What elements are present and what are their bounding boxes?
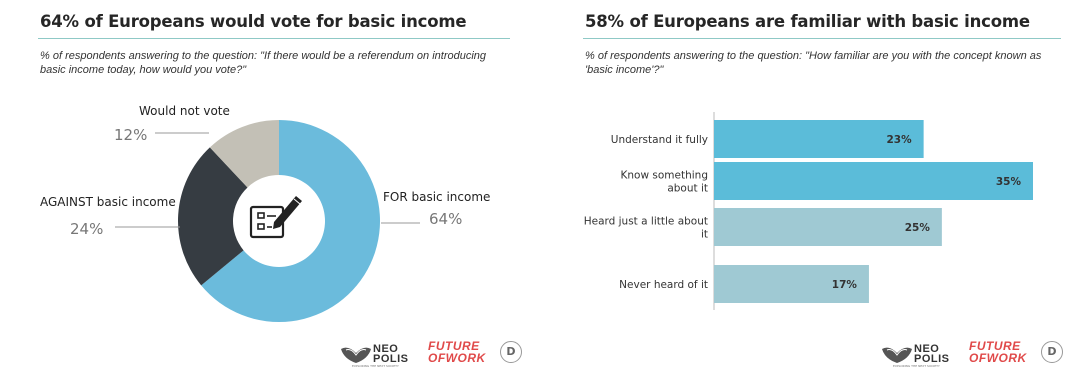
bar-0 <box>714 120 924 158</box>
bar-category-1: Know something about it <box>621 170 708 195</box>
slice-against <box>178 147 248 286</box>
bars <box>713 112 1033 310</box>
bar-category-3: Never heard of it <box>619 279 708 291</box>
neopolis-logo: NEO POLIS EXPLORING THE NEXT SOCIETY <box>340 341 430 369</box>
slice-label-against: AGAINST basic income <box>40 195 176 209</box>
title-divider <box>38 38 510 39</box>
neo-line2: POLIS <box>914 353 950 365</box>
bar-2 <box>714 208 942 246</box>
neo-line1: NEO <box>373 343 399 355</box>
slice-label-for: FOR basic income <box>383 190 490 204</box>
bar-1 <box>714 162 1033 200</box>
slice-value-for: 64% <box>429 210 462 228</box>
bar-category-labels: Understand it fully Know something about i… <box>584 134 708 291</box>
donut-labels: FOR basic income 64% AGAINST basic income 2… <box>40 104 490 238</box>
future-of-work-logo: FUTURE OFWORK <box>969 340 1027 364</box>
ballot-checklist-icon <box>249 196 302 239</box>
vote-chart-subtitle: % of respondents answering to the questi… <box>40 50 487 76</box>
neo-line1: NEO <box>914 343 940 355</box>
familiarity-chart-subtitle: % of respondents answering to the questi… <box>585 50 1042 76</box>
donut-slices <box>178 120 380 322</box>
bar-value-0: 23% <box>886 134 912 146</box>
slice-value-would-not-vote: 12% <box>114 126 147 144</box>
vote-panel: 64% of Europeans would vote for basic in… <box>38 12 522 369</box>
familiarity-chart-title: 58% of Europeans are familiar with basic… <box>585 12 1030 31</box>
donut-chart: FOR basic income 64% AGAINST basic income 2… <box>40 104 490 322</box>
bar-category-2: Heard just a little about it <box>584 216 708 241</box>
bar-chart: Understand it fully Know something about i… <box>584 112 1033 310</box>
bar-value-labels: 23% 35% 25% 17% <box>832 134 1022 291</box>
fow-line2: OFWORK <box>969 351 1027 365</box>
neo-line2: POLIS <box>373 353 409 365</box>
bar-value-2: 25% <box>905 222 931 234</box>
bar-3 <box>714 265 869 303</box>
future-of-work-logo: FUTURE OFWORK <box>428 340 486 364</box>
slice-value-against: 24% <box>70 220 103 238</box>
slice-would-not-vote <box>209 120 279 188</box>
neo-tagline: EXPLORING THE NEXT SOCIETY <box>893 364 940 368</box>
slice-label-would-not-vote: Would not vote <box>139 104 230 118</box>
neopolis-logo: NEO POLIS EXPLORING THE NEXT SOCIETY <box>881 341 971 369</box>
d-circle-logo: D <box>500 341 522 363</box>
vote-chart-title: 64% of Europeans would vote for basic in… <box>40 12 467 31</box>
d-circle-logo: D <box>1041 341 1063 363</box>
fow-line2: OFWORK <box>428 351 486 365</box>
fow-line1: FUTURE <box>428 339 480 353</box>
bar-category-0: Understand it fully <box>611 134 708 146</box>
fow-line1: FUTURE <box>969 339 1021 353</box>
title-divider <box>583 38 1061 39</box>
slice-for <box>201 120 380 322</box>
bar-value-3: 17% <box>832 279 858 291</box>
bar-value-1: 35% <box>996 176 1022 188</box>
familiarity-panel: 58% of Europeans are familiar with basic… <box>540 0 1076 381</box>
neo-tagline: EXPLORING THE NEXT SOCIETY <box>352 364 399 368</box>
